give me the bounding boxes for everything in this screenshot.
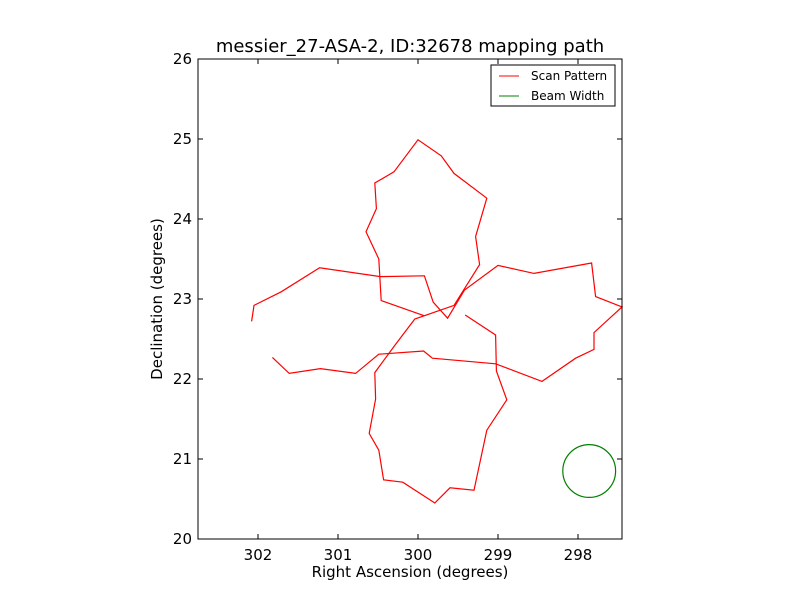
y-tick-label-21: 21 [173, 450, 192, 468]
beam-width-circle [562, 444, 617, 499]
x-tick-label-300: 300 [404, 546, 433, 564]
legend-label-beam-width: Beam Width [531, 89, 604, 103]
y-tick-label-20: 20 [173, 530, 192, 548]
x-tick-label-299: 299 [484, 546, 513, 564]
plot-background [198, 59, 622, 539]
legend-label-scan-pattern: Scan Pattern [531, 69, 607, 83]
series-layer [251, 138, 624, 504]
legend-box [490, 64, 616, 107]
y-tick-label-25: 25 [173, 130, 192, 148]
y-tick-label-22: 22 [173, 370, 192, 388]
y-tick-label-23: 23 [173, 290, 192, 308]
chart-title: messier_27-ASA-2, ID:32678 mapping path [216, 36, 604, 57]
y-tick-label-24: 24 [173, 210, 192, 228]
scan-pattern-path-2 [365, 138, 508, 504]
x-tick-label-298: 298 [564, 546, 593, 564]
x-tick-label-302: 302 [244, 546, 273, 564]
y-axis-label: Declination (degrees) [148, 218, 166, 380]
x-axis-label: Right Ascension (degrees) [312, 563, 509, 581]
x-tick-label-301: 301 [324, 546, 353, 564]
legend: Scan Pattern Beam Width [490, 64, 616, 107]
y-tick-label-26: 26 [173, 50, 192, 68]
scan-pattern-path-1 [251, 262, 624, 383]
ticks-layer: 302 301 300 299 298 20 21 22 23 24 25 26 [173, 50, 622, 564]
plot-area: 302 301 300 299 298 20 21 22 23 24 25 26 [173, 50, 624, 564]
